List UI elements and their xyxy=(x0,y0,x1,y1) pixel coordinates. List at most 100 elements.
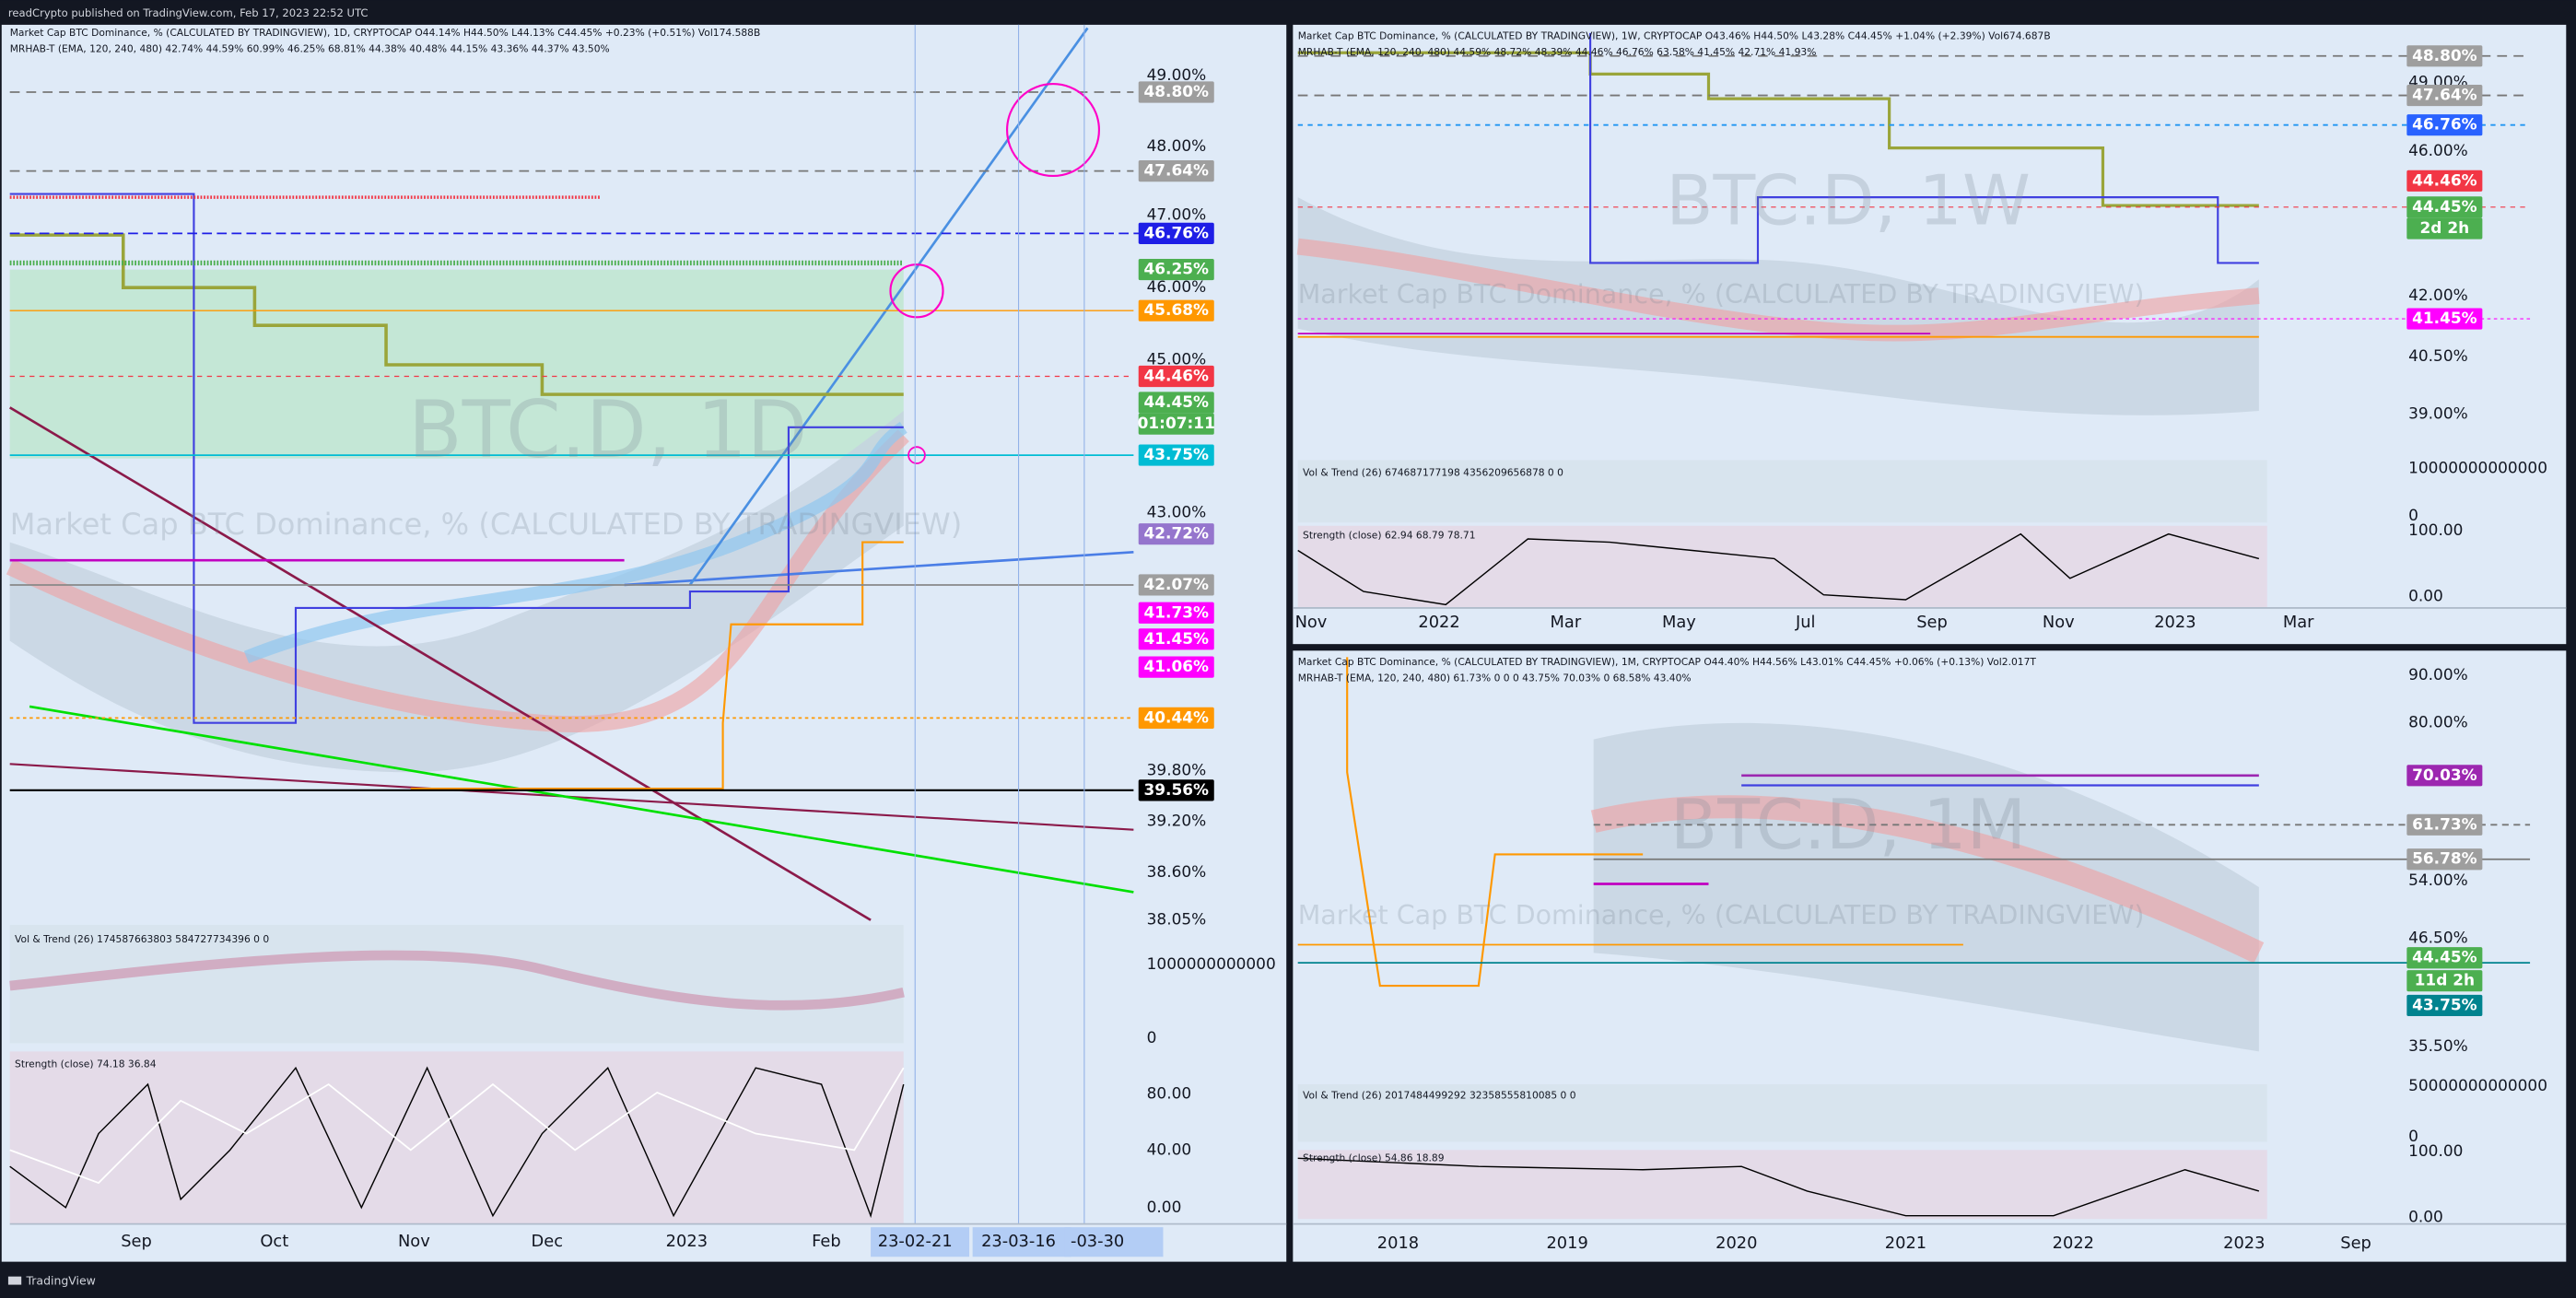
price-label: 38.60% xyxy=(1147,862,1207,881)
price-badge-text: 70.03% xyxy=(2412,766,2477,784)
price-badge-text: 56.78% xyxy=(2412,849,2477,868)
price-badge-text: 46.76% xyxy=(2412,115,2477,134)
subpanel-axis: 0 xyxy=(1147,1028,1157,1047)
price-badge-text: 11d 2h xyxy=(2415,971,2475,989)
subpanel-label: Vol & Trend (26) 2017484499292 323585558… xyxy=(1303,1090,1576,1102)
price-label: 40.50% xyxy=(2408,346,2468,365)
time-label: Jul xyxy=(1795,613,1816,632)
price-label: 45.00% xyxy=(1147,350,1207,368)
price-badge-text: 43.75% xyxy=(1143,445,1209,463)
watermark: BTC.D, 1D xyxy=(408,385,808,476)
price-badge-text: 46.76% xyxy=(1143,223,1209,241)
price-badge-text: 45.68% xyxy=(1143,300,1209,319)
time-label: Sep xyxy=(2340,1234,2371,1253)
subpanel-axis: 0.00 xyxy=(1147,1198,1182,1216)
price-badge xyxy=(1138,81,1214,103)
price-label: 54.00% xyxy=(2408,871,2468,889)
price-badge xyxy=(2406,217,2483,240)
price-badge xyxy=(1138,602,1214,624)
price-badge-text: 41.73% xyxy=(1143,602,1209,621)
subpanel-label: Vol & Trend (26) 174587663803 5847277343… xyxy=(15,933,269,945)
time-label: Nov xyxy=(1295,613,1328,632)
price-badge xyxy=(1138,365,1214,388)
time-badge-text: -03-30 xyxy=(1071,1232,1124,1251)
price-badge-text: 41.06% xyxy=(1143,657,1209,675)
time-label: Feb xyxy=(812,1232,841,1251)
price-badge-text: 41.45% xyxy=(1143,629,1209,648)
price-badge xyxy=(1138,258,1214,281)
legend-line: MRHAB-T (EMA, 120, 240, 480) 42.74% 44.5… xyxy=(10,43,610,55)
time-label: Dec xyxy=(532,1232,564,1251)
time-badge xyxy=(1064,1227,1164,1257)
price-badge xyxy=(1138,299,1214,322)
subpanel-axis: 0.00 xyxy=(2408,1207,2443,1225)
price-badge xyxy=(1138,656,1214,678)
price-badge-text: 2d 2h xyxy=(2420,218,2470,237)
time-badge xyxy=(972,1227,1071,1257)
price-badge-text: 47.64% xyxy=(1143,161,1209,180)
time-label: 2022 xyxy=(1418,613,1459,632)
subpanel-axis: 10000000000000 xyxy=(2408,458,2547,476)
subpanel-axis: 50000000000000 xyxy=(2408,1076,2547,1094)
price-badge-text: 44.45% xyxy=(1143,392,1209,411)
price-badge xyxy=(2406,947,2483,969)
subpanel-axis: 1000000000000 xyxy=(1147,954,1276,973)
time-label: Mar xyxy=(1551,613,1582,632)
legend-line: Market Cap BTC Dominance, % (CALCULATED … xyxy=(10,27,761,39)
price-label: 46.50% xyxy=(2408,928,2468,946)
price-label: 46.00% xyxy=(1147,277,1207,296)
watermark-sub: Market Cap BTC Dominance, % (CALCULATED … xyxy=(10,507,963,542)
subpanel-label: Strength (close) 54.86 18.89 xyxy=(1303,1152,1445,1164)
price-badge xyxy=(2406,170,2483,192)
price-label: 43.00% xyxy=(1147,502,1207,520)
footer-brand: TradingView xyxy=(26,1274,96,1288)
time-label: Sep xyxy=(121,1232,152,1251)
price-badge xyxy=(2406,308,2483,330)
time-badge xyxy=(871,1227,970,1257)
price-badge xyxy=(1138,779,1214,801)
time-label: Nov xyxy=(398,1232,430,1251)
weekly-decor xyxy=(1293,32,2567,609)
price-badge-text: 44.46% xyxy=(2412,170,2477,189)
subpanel-axis: 100.00 xyxy=(2408,1141,2463,1160)
time-label: 2021 xyxy=(1885,1234,1926,1253)
price-badge-text: 43.75% xyxy=(2412,995,2477,1013)
legend-line: MRHAB-T (EMA, 120, 240, 480) 61.73% 0 0 … xyxy=(1298,672,1692,684)
legend-line: MRHAB-T (EMA, 120, 240, 480) 44.59% 48.7… xyxy=(1298,46,1817,58)
price-label: 42.00% xyxy=(2408,286,2468,304)
price-badge xyxy=(1138,222,1214,244)
price-badge xyxy=(1138,523,1214,545)
time-badge-text: 23-02-21 xyxy=(878,1232,953,1251)
price-badge xyxy=(1138,444,1214,466)
price-badge xyxy=(1138,160,1214,182)
subpanel-label: Strength (close) 74.18 36.84 xyxy=(15,1058,157,1070)
price-badge xyxy=(2406,84,2483,107)
price-badge xyxy=(1138,628,1214,650)
price-badge xyxy=(1138,574,1214,596)
price-badge xyxy=(2406,970,2483,992)
price-badge xyxy=(1138,707,1214,729)
price-badge-text: 61.73% xyxy=(2412,814,2477,833)
subpanel-axis: 0 xyxy=(2408,1127,2418,1145)
subpanel-axis: 80.00 xyxy=(1147,1084,1192,1103)
subpanel-axis: 40.00 xyxy=(1147,1140,1192,1158)
price-badge-text: 42.07% xyxy=(1143,575,1209,593)
subpanel-axis: 100.00 xyxy=(2408,520,2463,539)
price-badge xyxy=(2406,848,2483,871)
time-label: 2023 xyxy=(666,1232,708,1251)
price-badge-text: 44.45% xyxy=(2412,197,2477,216)
price-badge-text: 47.64% xyxy=(2412,86,2477,104)
price-label: 35.50% xyxy=(2408,1036,2468,1055)
time-label: 2019 xyxy=(1546,1234,1587,1253)
time-label: Mar xyxy=(2283,613,2314,632)
time-label: May xyxy=(1662,613,1696,632)
subpanel-axis: 0 xyxy=(2408,506,2418,524)
price-badge xyxy=(1138,392,1214,414)
price-label: 49.00% xyxy=(1147,65,1207,84)
price-label: 38.05% xyxy=(1147,910,1207,929)
price-label: 47.00% xyxy=(1147,205,1207,224)
price-badge-text: 01:07:11 xyxy=(1138,414,1215,432)
legend-line: Market Cap BTC Dominance, % (CALCULATED … xyxy=(1298,29,2051,41)
time-label: 2018 xyxy=(1377,1234,1419,1253)
